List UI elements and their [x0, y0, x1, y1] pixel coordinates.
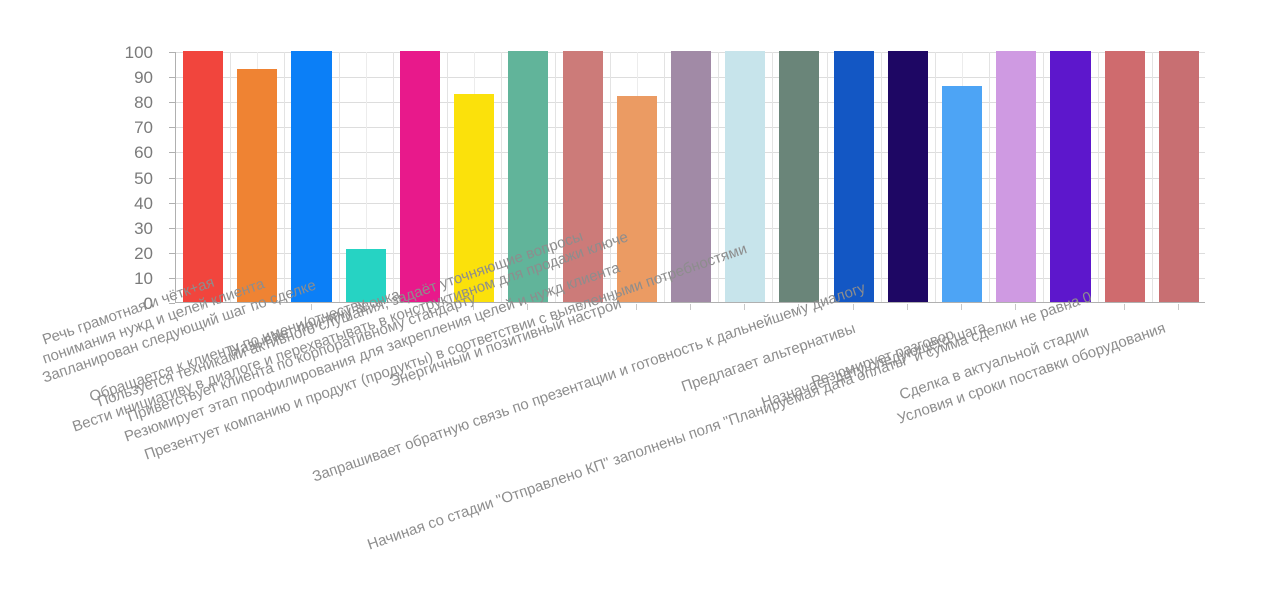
y-tick-label: 20: [134, 243, 153, 263]
x-tick-mark: [256, 304, 258, 310]
gridline-vertical: [664, 52, 665, 302]
gridline-vertical: [718, 52, 719, 302]
x-tick-mark: [1069, 304, 1071, 310]
bar[interactable]: [833, 51, 874, 302]
x-tick-mark: [527, 304, 529, 310]
gridline-vertical: [393, 52, 394, 302]
gridline-vertical: [935, 52, 936, 302]
x-tick-mark: [906, 304, 908, 310]
y-tick-mark: [169, 277, 175, 279]
y-tick-mark: [169, 77, 175, 79]
x-tick-mark: [1177, 304, 1179, 310]
y-tick-label: 90: [134, 68, 153, 88]
y-tick-mark: [169, 52, 175, 53]
x-tick-mark: [1015, 304, 1017, 310]
gridline-vertical: [555, 52, 556, 302]
x-tick-mark: [1123, 304, 1125, 310]
bar[interactable]: [291, 51, 332, 302]
bar[interactable]: [1104, 51, 1145, 302]
gridline-vertical: [989, 52, 990, 302]
y-tick-label: 50: [134, 168, 153, 188]
gridline-vertical: [501, 52, 502, 302]
gridline-vertical: [1043, 52, 1044, 302]
x-tick-mark: [364, 304, 366, 310]
bar[interactable]: [1050, 51, 1091, 302]
bar[interactable]: [887, 51, 928, 302]
bar[interactable]: [183, 51, 224, 302]
y-tick-mark: [169, 303, 175, 304]
y-tick-mark: [169, 127, 175, 129]
bar[interactable]: [237, 68, 278, 302]
bar[interactable]: [508, 51, 549, 302]
y-tick-mark: [169, 202, 175, 204]
x-tick-mark: [690, 304, 691, 310]
bar[interactable]: [996, 51, 1037, 302]
gridline-vertical: [284, 52, 285, 302]
bar[interactable]: [454, 93, 495, 302]
y-tick-mark: [169, 227, 175, 229]
bar[interactable]: [670, 51, 712, 302]
x-tick-mark: [635, 304, 637, 310]
gridline-vertical: [1098, 52, 1099, 302]
gridline-vertical: [610, 52, 611, 302]
y-tick-label: 0: [143, 294, 153, 313]
gridline-vertical: [339, 52, 340, 302]
x-tick-mark: [581, 304, 583, 310]
y-tick-mark: [169, 152, 175, 154]
y-tick-mark: [169, 177, 175, 179]
gridline-vertical-minor: [366, 52, 367, 302]
y-tick-label: 10: [134, 268, 153, 288]
bar[interactable]: [399, 51, 440, 302]
y-tick-label: 100: [124, 43, 153, 62]
y-tick-label: 60: [134, 143, 153, 163]
gridline-vertical: [1152, 52, 1153, 302]
y-tick-label: 70: [134, 118, 153, 138]
y-tick-mark: [169, 252, 175, 254]
x-tick-mark: [744, 304, 746, 310]
x-tick-mark: [310, 304, 312, 310]
bar[interactable]: [941, 86, 983, 302]
x-tick-mark: [961, 304, 963, 310]
x-tick-mark: [798, 304, 800, 310]
y-tick-label: 30: [134, 218, 153, 238]
x-tick-mark: [418, 304, 420, 310]
plot-area: [175, 51, 1205, 303]
gridline-vertical: [772, 52, 773, 302]
y-axis: 0 10 20 30 40 50 60 70 80 90 100: [0, 0, 175, 320]
y-tick-label: 40: [134, 193, 153, 213]
x-tick-mark: [852, 304, 854, 310]
bar[interactable]: [562, 51, 603, 302]
bar[interactable]: [345, 249, 386, 302]
x-tick-mark: [473, 304, 475, 310]
y-tick-label: 80: [134, 93, 153, 113]
gridline-vertical: [230, 52, 231, 302]
x-tick-mark: [202, 304, 204, 310]
bar[interactable]: [616, 96, 657, 302]
y-tick-mark: [169, 102, 175, 104]
gridline-vertical: [881, 52, 882, 302]
gridline-vertical: [827, 52, 828, 302]
bar[interactable]: [725, 51, 766, 302]
gridline-vertical: [447, 52, 448, 302]
bar[interactable]: [1158, 51, 1199, 302]
bar[interactable]: [779, 51, 820, 302]
